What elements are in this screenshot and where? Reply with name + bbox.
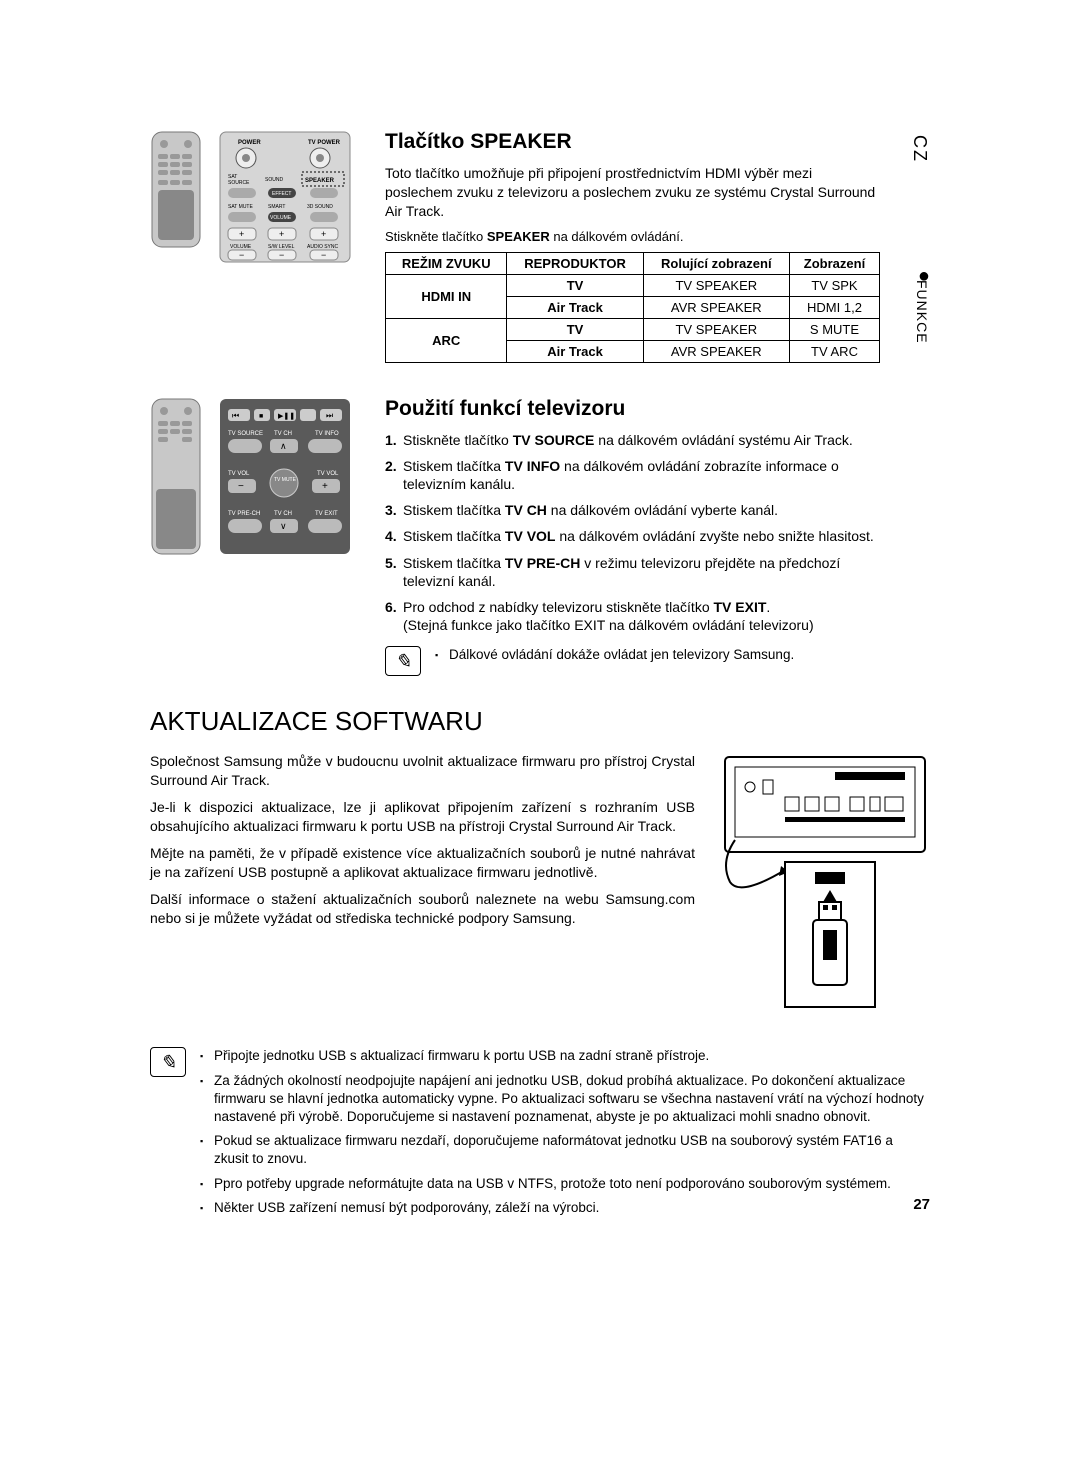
- svg-text:SOURCE: SOURCE: [228, 180, 250, 186]
- sw-p3: Mějte na paměti, že v případě existence …: [150, 844, 695, 882]
- svg-text:VOLUME: VOLUME: [270, 215, 292, 221]
- note-icon: ✎: [385, 646, 421, 676]
- software-title: AKTUALIZACE SOFTWARU: [150, 706, 930, 737]
- speaker-instruction: Stiskněte tlačítko SPEAKER na dálkovém o…: [385, 229, 880, 244]
- svg-text:TV POWER: TV POWER: [308, 140, 341, 146]
- svg-text:TV CH: TV CH: [274, 511, 292, 517]
- speaker-table: REŽIM ZVUKU REPRODUKTOR Rolující zobraze…: [385, 252, 880, 363]
- svg-text:TV CH: TV CH: [274, 431, 292, 437]
- remote-bottom-diagram: ⏮ ■ ▶❚❚ ⏭ TV SOURCE TV INFO TV CH ∧ TV V…: [150, 397, 355, 677]
- svg-text:+: +: [239, 229, 244, 239]
- svg-text:POWER: POWER: [238, 140, 261, 146]
- remote-top-diagram: POWER TV POWER SAT SOURCE SOUND SPEAKER …: [150, 130, 355, 377]
- svg-text:+: +: [279, 229, 284, 239]
- svg-text:+: +: [322, 481, 328, 492]
- speaker-intro: Toto tlačítko umožňuje při připojení pro…: [385, 164, 880, 221]
- note-icon: ✎: [150, 1047, 186, 1077]
- svg-text:EFFECT: EFFECT: [272, 191, 291, 197]
- svg-text:−: −: [238, 481, 244, 492]
- svg-text:⏭: ⏭: [326, 411, 333, 420]
- side-label: FUNKCE: [914, 280, 930, 344]
- software-notes: ✎ Připojte jednotku USB s aktualizací fi…: [150, 1047, 930, 1223]
- svg-text:TV EXIT: TV EXIT: [315, 511, 338, 517]
- svg-text:■: ■: [259, 413, 263, 420]
- sw-p4: Další informace o stažení aktualizačních…: [150, 890, 695, 928]
- tv-title: Použití funkcí televizoru: [385, 397, 880, 421]
- svg-text:∧: ∧: [280, 441, 287, 451]
- svg-text:TV VOL: TV VOL: [317, 471, 339, 477]
- svg-text:TV VOL: TV VOL: [228, 471, 250, 477]
- svg-text:SPEAKER: SPEAKER: [305, 178, 335, 184]
- svg-text:SOUND: SOUND: [265, 177, 283, 183]
- sw-p2: Je-li k dispozici aktualizace, lze ji ap…: [150, 798, 695, 836]
- svg-text:▶❚❚: ▶❚❚: [278, 412, 295, 420]
- sw-p1: Společnost Samsung může v budoucnu uvoln…: [150, 752, 695, 790]
- svg-text:−: −: [239, 250, 244, 260]
- svg-text:TV MUTE: TV MUTE: [274, 477, 297, 483]
- svg-text:TV INFO: TV INFO: [315, 431, 339, 437]
- tv-steps: Stiskněte tlačítko TV SOURCE na dálkovém…: [385, 431, 880, 635]
- svg-text:−: −: [279, 250, 284, 260]
- svg-text:TV PRE-CH: TV PRE-CH: [228, 511, 260, 517]
- page-number: 27: [913, 1196, 930, 1213]
- tv-note: ✎ Dálkové ovládání dokáže ovládat jen te…: [385, 646, 880, 676]
- svg-text:∨: ∨: [280, 521, 287, 531]
- svg-text:SAT MUTE: SAT MUTE: [228, 204, 253, 210]
- svg-text:−: −: [321, 250, 326, 260]
- usb-diagram: [715, 752, 930, 1017]
- svg-text:SMART: SMART: [268, 204, 285, 210]
- svg-text:TV SOURCE: TV SOURCE: [228, 431, 263, 437]
- svg-text:3D SOUND: 3D SOUND: [307, 204, 333, 210]
- speaker-title: Tlačítko SPEAKER: [385, 130, 880, 154]
- language-tab: CZ: [909, 135, 930, 163]
- svg-text:+: +: [321, 229, 326, 239]
- svg-text:⏮: ⏮: [232, 411, 239, 420]
